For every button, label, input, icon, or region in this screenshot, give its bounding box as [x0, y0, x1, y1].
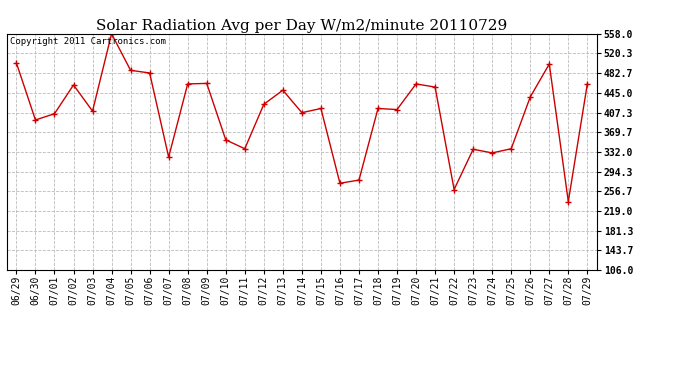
Text: Copyright 2011 Cartronics.com: Copyright 2011 Cartronics.com	[10, 37, 166, 46]
Title: Solar Radiation Avg per Day W/m2/minute 20110729: Solar Radiation Avg per Day W/m2/minute …	[96, 19, 508, 33]
